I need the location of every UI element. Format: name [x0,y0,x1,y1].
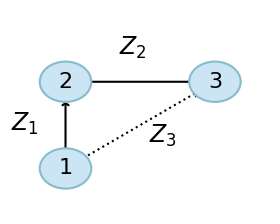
Text: $Z_3$: $Z_3$ [150,123,177,149]
Text: $Z_1$: $Z_1$ [11,111,38,137]
Text: 2: 2 [59,72,73,92]
Text: 1: 1 [59,158,73,179]
Circle shape [40,148,91,189]
Text: 3: 3 [208,72,222,92]
Circle shape [189,62,241,102]
Text: $Z_2$: $Z_2$ [119,34,146,60]
Circle shape [40,62,91,102]
